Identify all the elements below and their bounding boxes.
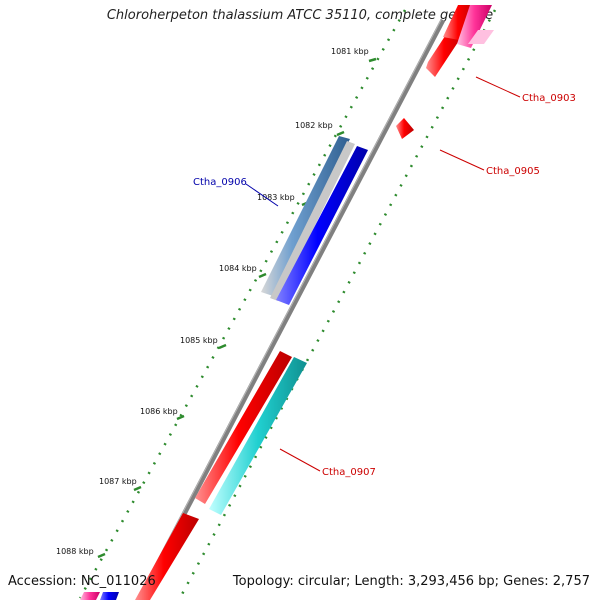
- tick-mark-1081: [368, 57, 377, 63]
- tick-label-1084: 1084 kbp: [219, 264, 257, 273]
- bottom-magenta-feature[interactable]: [80, 592, 100, 600]
- top-pink-feature-2[interactable]: [468, 30, 494, 44]
- tick-mark-1088: [97, 552, 106, 559]
- gene-label-ctha-0905[interactable]: Ctha_0905: [486, 166, 540, 177]
- tick-label-1087: 1087 kbp: [99, 477, 137, 486]
- tick-mark-1087: [133, 485, 142, 492]
- genome-backbone: [137, 18, 446, 600]
- top-pink-feature-1[interactable]: [457, 5, 492, 48]
- map-title: Chloroherpeton thalassium ATCC 35110, co…: [106, 8, 494, 23]
- genome-summary-text: Topology: circular; Length: 3,293,456 bp…: [232, 574, 590, 589]
- gene-ctha-0907-cyan[interactable]: [209, 357, 307, 515]
- tick-mark-1084: [258, 272, 267, 279]
- gene-label-ctha-0907[interactable]: Ctha_0907: [322, 467, 376, 478]
- callout-ctha-0906: [245, 183, 279, 207]
- dotted-track-left: [78, 9, 407, 599]
- tick-label-1083: 1083 kbp: [257, 193, 295, 202]
- tick-label-1085: 1085 kbp: [180, 336, 218, 345]
- callout-ctha-0905: [439, 149, 485, 171]
- gene-ctha-0906-arrow[interactable]: [276, 146, 368, 305]
- gene-label-ctha-0906[interactable]: Ctha_0906: [193, 177, 247, 188]
- tick-label-1086: 1086 kbp: [140, 407, 178, 416]
- callout-ctha-0903: [475, 76, 521, 98]
- grey-feature-middle[interactable]: [270, 141, 355, 301]
- gene-ctha-0905-arrow[interactable]: [396, 118, 414, 139]
- genome-backbone-highlight: [137, 19, 442, 599]
- tick-mark-1085: [218, 343, 227, 350]
- steel-feature-left[interactable]: [261, 136, 350, 296]
- gene-label-ctha-0903[interactable]: Ctha_0903: [522, 93, 576, 104]
- bottom-red-feature[interactable]: [135, 513, 199, 600]
- accession-text: Accession: NC_011026: [8, 574, 156, 589]
- dotted-track-right: [178, 9, 497, 599]
- tick-mark-1086: [176, 414, 185, 421]
- tick-mark-1082: [336, 130, 345, 137]
- bottom-blue-feature[interactable]: [100, 592, 119, 600]
- callout-ctha-0907: [279, 448, 321, 472]
- tick-label-1081: 1081 kbp: [331, 47, 369, 56]
- tick-label-1088: 1088 kbp: [56, 547, 94, 556]
- red-gene-lower[interactable]: [195, 351, 292, 504]
- tick-label-1082: 1082 kbp: [295, 121, 333, 130]
- gene-ctha-0903-arrow[interactable]: [426, 30, 466, 77]
